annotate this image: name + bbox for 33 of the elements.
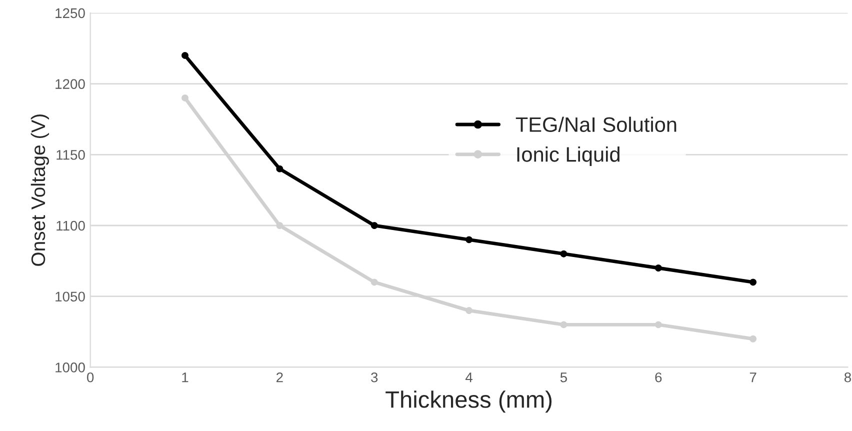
point xyxy=(560,321,568,328)
point xyxy=(560,250,568,258)
point xyxy=(750,278,757,286)
point xyxy=(182,94,188,102)
y-tick-label: 1100 xyxy=(56,220,85,231)
point xyxy=(654,264,662,272)
y-tick-label: 1050 xyxy=(56,292,85,302)
x-tick-label: 0 xyxy=(86,372,94,382)
x-tick-label: 2 xyxy=(276,372,283,382)
point xyxy=(276,165,284,172)
x-tick-label: 7 xyxy=(750,372,756,382)
point xyxy=(370,222,378,229)
point xyxy=(466,236,472,244)
point xyxy=(182,52,188,59)
x-tick-label: 5 xyxy=(560,372,567,382)
y-tick-label: 1250 xyxy=(56,8,85,18)
x-tick-label: 4 xyxy=(465,372,472,382)
x-tick-label: 6 xyxy=(655,372,662,382)
x-tick-label: 3 xyxy=(371,372,378,382)
point xyxy=(370,278,378,286)
legend-label: TEG/NaI Solution xyxy=(516,116,676,132)
point xyxy=(750,335,757,342)
y-tick-label: 1200 xyxy=(56,79,85,89)
y-tick-label: 1000 xyxy=(56,362,85,372)
x-tick-label: 8 xyxy=(844,372,851,382)
point xyxy=(276,222,284,229)
x-tick-label: 1 xyxy=(182,372,188,382)
y-axis-title: Onset Voltage (V) xyxy=(30,114,49,266)
x-axis-title: Thickness (mm) xyxy=(386,390,552,413)
y-tick-label: 1150 xyxy=(56,150,85,160)
point xyxy=(466,307,472,314)
legend-label: Ionic Liquid xyxy=(517,146,620,166)
point xyxy=(654,321,662,328)
